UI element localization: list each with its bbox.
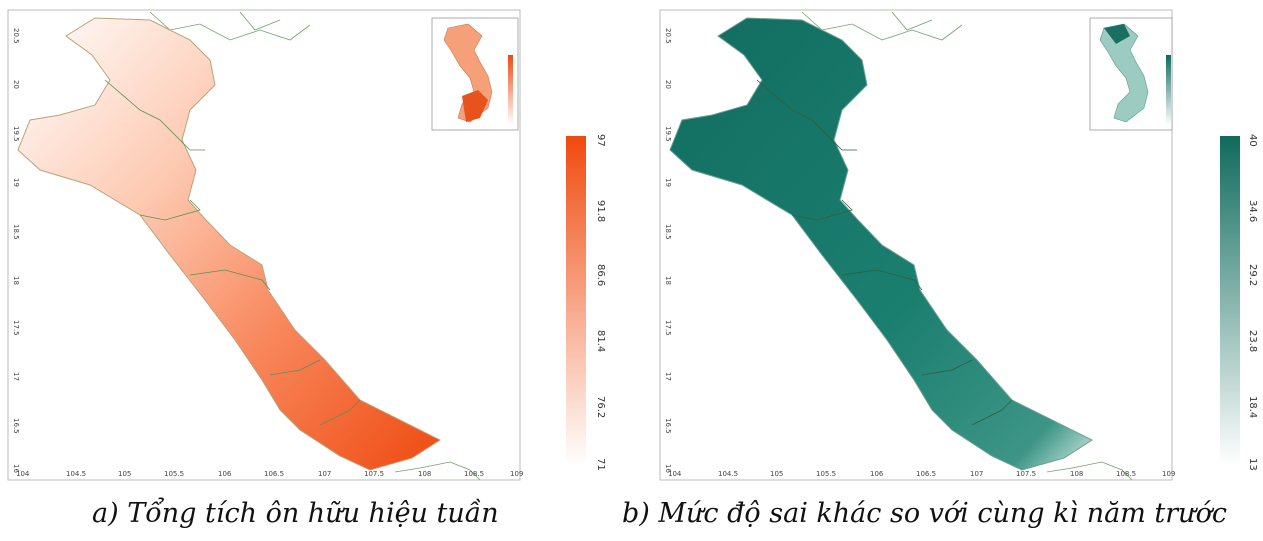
colorbar-a: [566, 136, 586, 466]
map-a-inset-colorbar: [508, 55, 513, 125]
map-b-province-line-5: [971, 399, 1013, 426]
lon-tick: 107.5: [364, 470, 385, 478]
map-b-neighbor-border-2: [891, 11, 933, 31]
lon-tick: 107.5: [1016, 470, 1037, 478]
map-b-region: [669, 17, 1094, 471]
lat-tick: 16: [664, 464, 672, 473]
lat-tick: 20.5: [12, 28, 20, 44]
colorbar-a-tick: 86.6: [595, 264, 606, 287]
colorbar-b-tick: 18.4: [1247, 396, 1258, 419]
colorbar-a-tick: 76.2: [595, 396, 606, 419]
colorbar-b-tick: 13: [1247, 458, 1258, 471]
map-b-province-line-3: [841, 269, 923, 291]
map-a-province-line-3: [189, 269, 271, 291]
lat-tick: 17: [12, 372, 20, 381]
colorbar-b-tick: 40: [1247, 134, 1258, 147]
map-b-province-line-2: [791, 199, 853, 221]
map-a-province-line-2: [139, 199, 201, 221]
colorbar-a-tick: 81.4: [595, 330, 606, 353]
lon-tick: 108: [418, 470, 432, 478]
lat-tick: 16.5: [12, 418, 20, 434]
lon-tick: 105.5: [164, 470, 185, 478]
lon-tick: 108.5: [464, 470, 485, 478]
lat-tick: 18: [664, 276, 672, 285]
map-b-province-line-1: [756, 79, 857, 151]
lon-tick: 104.5: [718, 470, 739, 478]
colorbar-a-tick: 97: [595, 134, 606, 147]
colorbar-b-tick: 23.8: [1247, 330, 1258, 353]
lon-tick: 105: [770, 470, 784, 478]
colorbar-a-tick: 71: [595, 458, 606, 471]
lon-tick: 104.5: [66, 470, 87, 478]
lat-tick: 18.5: [664, 224, 672, 240]
colorbar-a-tick: 91.8: [595, 200, 606, 223]
colorbar-b: [1220, 136, 1240, 466]
lat-tick: 16: [12, 464, 20, 473]
lon-tick: 107: [318, 470, 332, 478]
map-panel-a: 104 104.5 105 105.5 106 106.5 107 107.5 …: [7, 9, 606, 529]
lon-tick: 107: [970, 470, 984, 478]
map-b-neighbor-south: [1046, 461, 1133, 481]
lat-tick: 18: [12, 276, 20, 285]
lat-tick: 20: [12, 80, 20, 89]
lon-tick: 108.5: [1116, 470, 1137, 478]
lat-tick: 16.5: [664, 418, 672, 434]
lon-tick: 109: [510, 470, 524, 478]
caption-b: b) Mức độ sai khác so với cùng kì năm tr…: [622, 498, 1227, 529]
lat-tick: 19.5: [664, 126, 672, 142]
lat-tick: 20: [664, 80, 672, 89]
map-a-province-line-5: [319, 399, 361, 426]
lon-tick: 105: [118, 470, 132, 478]
map-a-region: [17, 17, 442, 471]
colorbar-b-tick: 34.6: [1247, 200, 1258, 223]
map-a-inset-south: [462, 90, 488, 122]
map-b-inset-north: [1104, 24, 1130, 44]
lon-tick: 105.5: [816, 470, 837, 478]
lon-tick: 104: [668, 470, 682, 478]
lat-tick: 19: [12, 178, 20, 187]
map-b-frame: [659, 9, 1173, 481]
map-b-province-line-4: [921, 359, 973, 376]
map-b-canvas: [659, 9, 1240, 481]
map-a-province-line-1: [104, 79, 205, 151]
lat-tick: 17.5: [12, 320, 20, 336]
lon-tick: 106: [218, 470, 232, 478]
lat-tick: 19.5: [12, 126, 20, 142]
lat-tick: 17.5: [664, 320, 672, 336]
colorbar-b-tick: 29.2: [1247, 264, 1258, 287]
lat-tick: 20.5: [664, 28, 672, 44]
lat-tick: 17: [664, 372, 672, 381]
map-b-inset-country: [1099, 23, 1149, 123]
lat-tick: 18.5: [12, 224, 20, 240]
map-a-neighbor-border-2: [239, 11, 281, 31]
lon-tick: 106.5: [264, 470, 285, 478]
map-a-neighbor-south: [394, 461, 481, 481]
lon-tick: 109: [1162, 470, 1176, 478]
lon-tick: 104: [16, 470, 30, 478]
map-a-canvas: [7, 9, 586, 481]
lon-tick: 108: [1070, 470, 1084, 478]
lat-tick: 19: [664, 178, 672, 187]
map-b-inset-colorbar: [1166, 55, 1171, 125]
lon-tick: 106.5: [916, 470, 937, 478]
caption-a: a) Tổng tích ôn hữu hiệu tuần: [92, 498, 499, 529]
map-a-province-line-4: [269, 359, 321, 376]
lon-tick: 106: [870, 470, 884, 478]
map-panel-b: 104 104.5 105 105.5 106 106.5 107 107.5 …: [622, 0, 1263, 541]
